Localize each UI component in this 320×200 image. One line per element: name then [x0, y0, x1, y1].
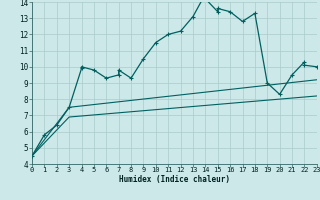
X-axis label: Humidex (Indice chaleur): Humidex (Indice chaleur): [119, 175, 230, 184]
